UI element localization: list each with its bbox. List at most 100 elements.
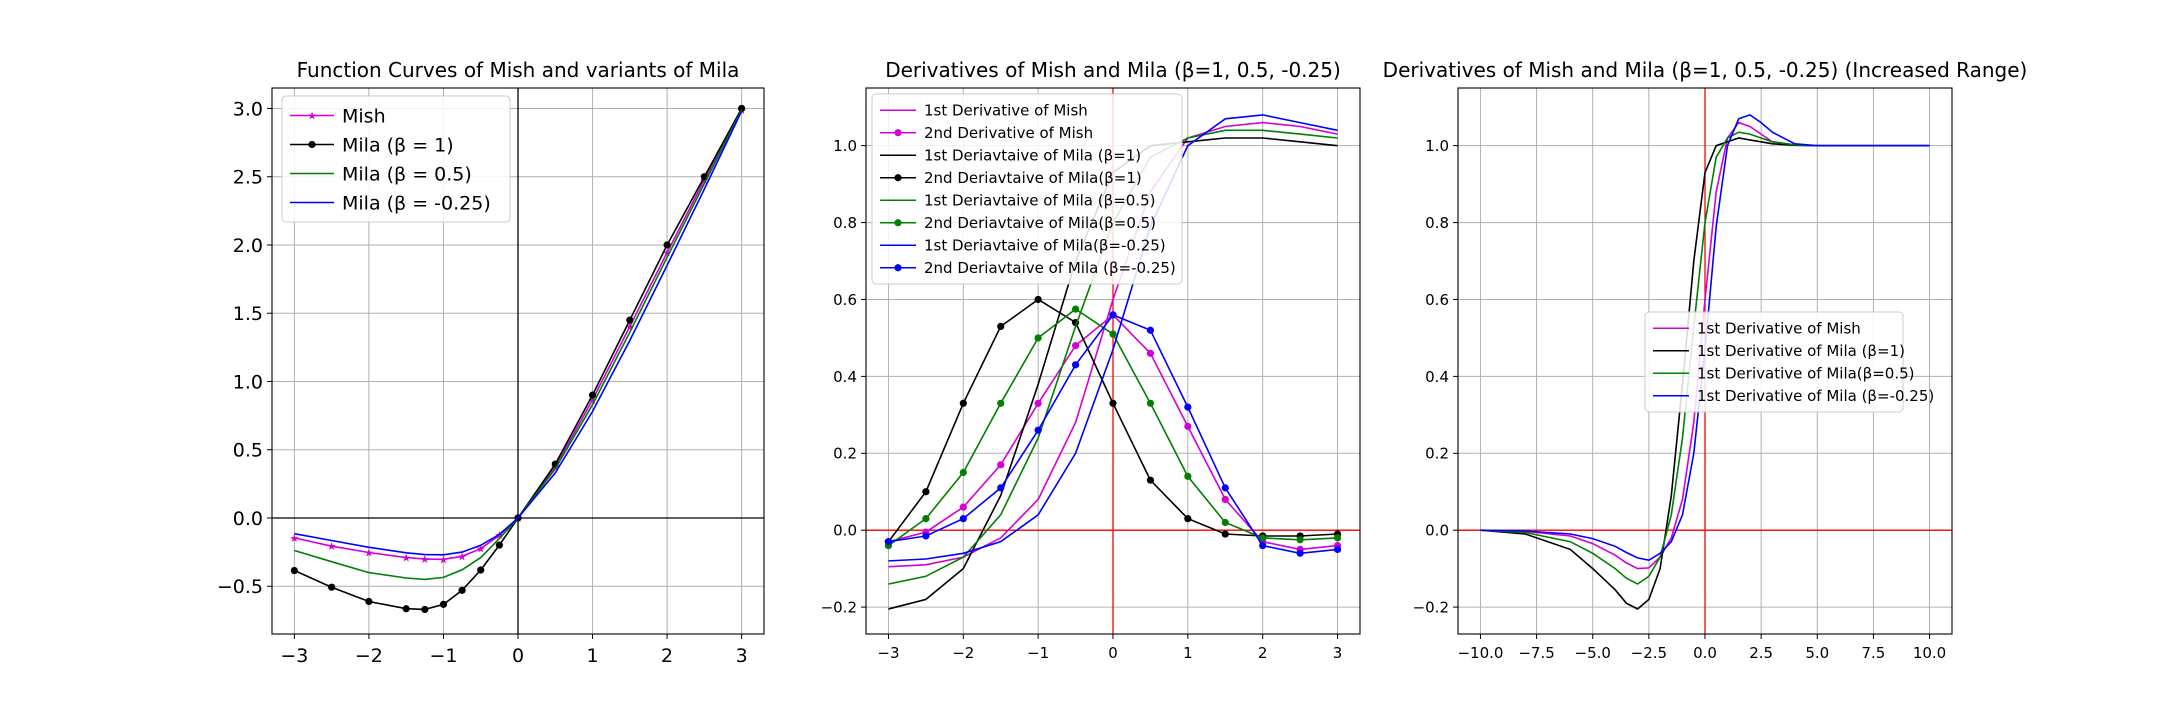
data-point (1146, 476, 1155, 484)
data-point (1184, 472, 1192, 480)
series-line (294, 109, 743, 561)
data-point (1184, 403, 1192, 411)
data-point (1296, 536, 1304, 544)
x-tick-label: 1 (586, 645, 598, 667)
x-tick-label: −5.0 (1575, 644, 1611, 662)
data-point (1034, 334, 1042, 342)
data-point (328, 583, 336, 591)
data-point: ★ (327, 540, 337, 553)
data-point: ★ (457, 550, 467, 563)
legend-box (1644, 311, 1904, 413)
series-7 (888, 114, 1338, 562)
legend-label: 1st Derivative of Mish (924, 102, 1088, 120)
legend-label: 1st Deriavtaive of Mila(β=-0.25) (924, 237, 1166, 255)
legend-label: Mila (β = 1) (342, 134, 454, 156)
data-point (1333, 545, 1342, 554)
series-3 (294, 109, 743, 581)
legend-label: 1st Derivative of Mila(β=0.5) (1697, 365, 1915, 383)
data-point (1109, 399, 1117, 407)
series-line (1480, 137, 1930, 610)
data-point (626, 316, 634, 324)
legend-box (281, 95, 511, 223)
y-tick-label: 1.0 (233, 371, 263, 393)
y-tick-label: 0.6 (833, 291, 857, 309)
data-point: ★ (401, 552, 411, 565)
y-tick-label: 0.8 (1425, 214, 1449, 232)
y-tick-label: 0.4 (1425, 368, 1449, 386)
legend-marker (894, 219, 902, 227)
legend-marker (308, 140, 316, 149)
data-point (997, 322, 1005, 330)
series-2 (1480, 137, 1930, 610)
chart-panel-3: −10.0 −7.5 −5.0 −2.5 0.0 2.5 5.0 7.5 10.0 −0.2 0.0… (1383, 58, 2028, 662)
series-line (1480, 114, 1930, 562)
y-tick-label: 2.0 (233, 235, 263, 257)
data-point: ★ (494, 529, 504, 542)
y-tick-label: 0.0 (833, 522, 857, 540)
data-point (1259, 534, 1267, 542)
legend-label: 2nd Deriavtaive of Mila(β=0.5) (924, 214, 1156, 232)
y-tick-label: 1.5 (233, 303, 263, 325)
legend-label: 1st Derivative of Mish (1697, 320, 1861, 338)
x-tick-label: 0 (1108, 644, 1118, 662)
x-tick-label: −10.0 (1457, 644, 1503, 662)
y-tick-label: −0.2 (1413, 598, 1449, 616)
data-point (1034, 426, 1042, 434)
x-tick-label: 2.5 (1749, 644, 1773, 662)
chart-title: Derivatives of Mish and Mila (β=1, 0.5, … (1383, 58, 2028, 82)
data-point (1296, 549, 1304, 557)
data-point (1109, 311, 1117, 319)
y-tick-label: −0.5 (217, 576, 263, 598)
legend-label: Mish (342, 105, 386, 127)
chart-title: Derivatives of Mish and Mila (β=1, 0.5, … (885, 58, 1341, 82)
data-point (997, 461, 1005, 469)
x-tick-label: 3 (1333, 644, 1343, 662)
y-tick-label: 0.0 (1425, 522, 1449, 540)
data-point: ★ (625, 321, 635, 334)
x-tick-label: −3 (877, 644, 899, 662)
data-point (458, 586, 466, 594)
data-point (1146, 349, 1155, 357)
legend-label: 1st Derivative of Mila (β=1) (1697, 342, 1905, 360)
data-point (922, 532, 930, 540)
x-tick-label: −2 (355, 645, 383, 667)
series-line (294, 109, 743, 581)
data-point (959, 468, 967, 477)
x-tick-label: 2 (661, 645, 673, 667)
y-tick-label: 0.2 (1425, 445, 1449, 463)
chart-panel-1: ★★★★★★★★★★★★★★★★−3−2−10123−0.50.00.51.01… (217, 58, 765, 667)
legend-label: Mila (β = -0.25) (342, 192, 491, 214)
x-tick-label: 0.0 (1693, 644, 1717, 662)
legend: 1st Derivative of Mish 1st Derivative of … (1644, 311, 1934, 413)
data-point: ★ (476, 543, 486, 556)
data-point: ★ (289, 532, 299, 545)
series-line (888, 114, 1338, 562)
legend-label: Mila (β = 0.5) (342, 163, 472, 185)
data-point (922, 515, 930, 523)
x-tick-label: −3 (280, 645, 308, 667)
data-point (997, 484, 1005, 492)
data-point (1071, 342, 1080, 350)
data-point (1333, 534, 1342, 542)
data-point (402, 605, 410, 613)
x-tick-label: 0 (512, 645, 524, 667)
data-point: ★ (364, 547, 374, 560)
y-tick-label: 0.8 (833, 214, 857, 232)
legend-label: 2nd Derivative of Mish (924, 124, 1093, 142)
series-line (294, 110, 743, 556)
x-tick-label: 10.0 (1913, 644, 1946, 662)
y-tick-label: 3.0 (233, 98, 263, 120)
y-tick-label: 0.4 (833, 368, 857, 386)
data-point (365, 597, 373, 606)
data-point (884, 538, 893, 546)
data-point (1221, 530, 1229, 538)
series-line (294, 108, 743, 611)
legend-marker (894, 174, 902, 182)
y-tick-label: 0.2 (833, 445, 857, 463)
series-4 (1480, 114, 1930, 562)
chart-title: Function Curves of Mish and variants of … (297, 58, 740, 82)
data-point (1184, 515, 1192, 523)
x-tick-label: −1 (429, 645, 457, 667)
data-point (1221, 484, 1229, 492)
data-point: ★ (420, 553, 430, 566)
